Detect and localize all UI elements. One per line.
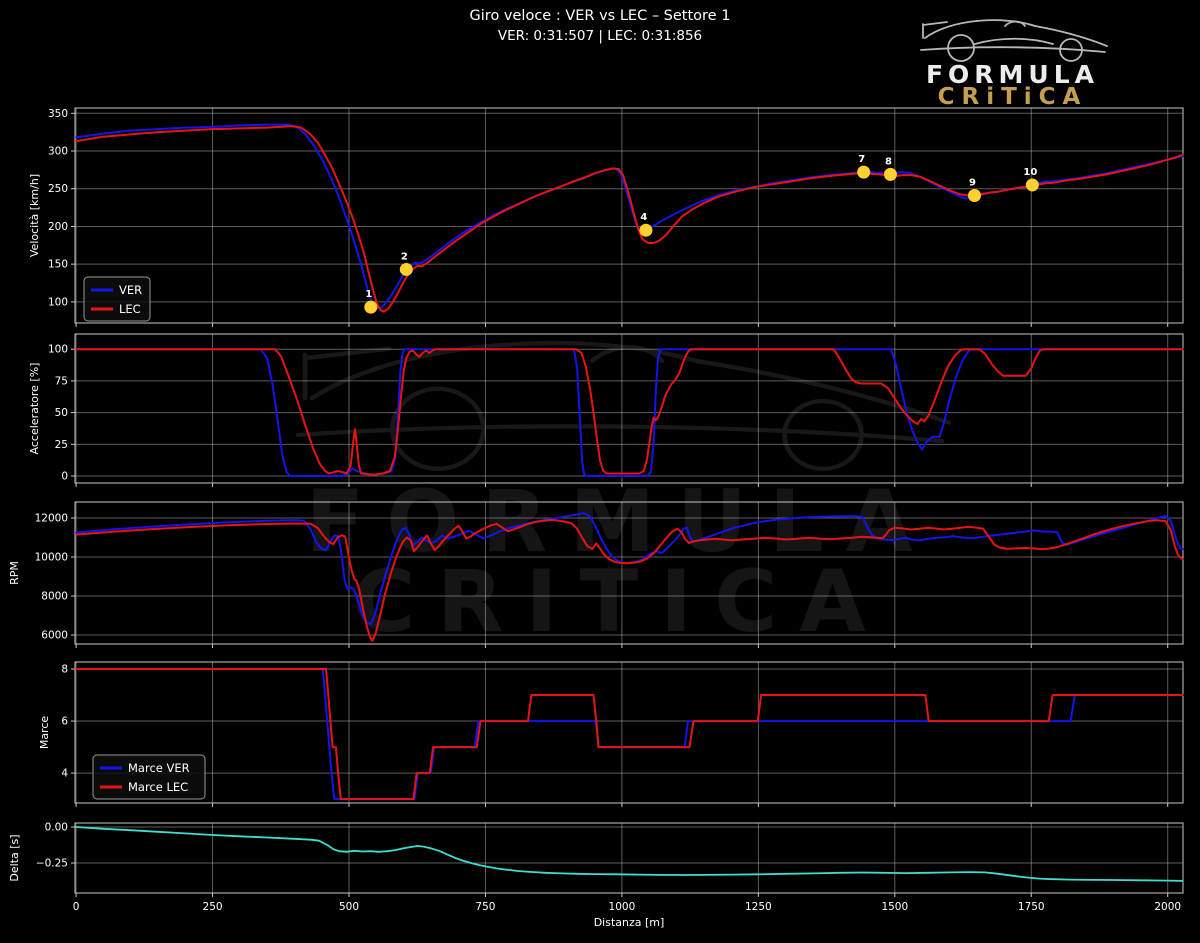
speed-ytick-label: 100 <box>48 296 68 308</box>
corner-marker-label: 9 <box>969 178 976 189</box>
delta-grid <box>75 823 1183 893</box>
corner-marker-label: 2 <box>401 251 408 262</box>
speed-grid <box>75 108 1183 323</box>
speed-ytick-label: 350 <box>48 108 68 120</box>
legend-label: Marce LEC <box>128 780 188 794</box>
legend-label: VER <box>119 283 142 297</box>
corner-marker-label: 1 <box>365 289 372 300</box>
throttle-ytick-label: 100 <box>48 344 68 356</box>
throttle-grid <box>75 334 1183 483</box>
corner-marker-dot <box>364 300 378 314</box>
delta-ytick-label: −0.25 <box>36 858 68 870</box>
x-tick-label: 1500 <box>881 901 908 913</box>
throttle-ytick-label: 25 <box>55 439 68 451</box>
x-tick-label: 500 <box>339 901 359 913</box>
x-tick-label: 1250 <box>745 901 772 913</box>
gears-legend: Marce VER Marce LEC <box>92 754 206 800</box>
speed-line-lec <box>75 125 1184 313</box>
throttle-axes: 0 25 50 75 100 <box>48 344 1169 487</box>
x-tick-label: 0 <box>73 901 80 913</box>
f1-car-icon <box>919 19 1108 62</box>
x-axis: 0 250 500 750 1000 1250 1500 1750 2000 Distanza [… <box>73 901 1181 929</box>
gears-axis-label: Marce <box>38 716 51 750</box>
delta-axes: 0.00 −0.25 <box>36 822 1169 897</box>
gears-ytick-label: 6 <box>61 716 68 728</box>
speed-ytick-label: 150 <box>48 259 68 271</box>
legend-label: LEC <box>119 302 141 316</box>
throttle-line-lec <box>75 348 1184 476</box>
throttle-border <box>74 333 1184 484</box>
corner-marker-label: 8 <box>885 156 892 167</box>
throttle-panel: 0 25 50 75 100 Acceleratore [%] <box>28 333 1184 487</box>
speed-line-ver <box>75 123 1184 309</box>
corner-marker-dot <box>399 262 413 276</box>
corner-markers: 1 2 4 7 8 9 10 <box>364 154 1039 314</box>
x-axis-title: Distanza [m] <box>594 916 665 929</box>
speed-ytick-label: 200 <box>48 221 68 233</box>
corner-marker-label: 7 <box>858 154 865 165</box>
gears-ytick-label: 4 <box>61 768 68 780</box>
rpm-ytick-label: 12000 <box>35 512 68 524</box>
rpm-line-lec <box>75 518 1184 642</box>
corner-marker-label: 4 <box>640 212 647 223</box>
gears-grid <box>75 662 1183 803</box>
rpm-ytick-label: 10000 <box>35 552 68 564</box>
rpm-axis-label: RPM <box>8 561 21 585</box>
corner-marker-label: 10 <box>1023 167 1037 178</box>
lap-times-subtitle: VER: 0:31:507 | LEC: 0:31:856 <box>497 28 703 44</box>
throttle-ytick-label: 0 <box>61 471 68 483</box>
throttle-ytick-label: 75 <box>55 375 68 387</box>
x-tick-label: 1750 <box>1018 901 1045 913</box>
delta-border <box>74 822 1184 894</box>
title-block: Giro veloce : VER vs LEC – Settore 1 VER… <box>0 8 1200 44</box>
throttle-ytick-label: 50 <box>55 407 68 419</box>
x-tick-label: 250 <box>203 901 223 913</box>
x-tick-label: 2000 <box>1154 901 1181 913</box>
rpm-line-ver <box>75 512 1184 626</box>
rpm-grid <box>75 502 1183 644</box>
formula-critica-logo: FORMULA CRiTiCA <box>905 12 1120 110</box>
corner-marker-dot <box>883 167 897 181</box>
speed-axis-label: Velocità [km/h] <box>28 174 41 257</box>
legend-label: Marce VER <box>128 761 190 775</box>
gears-line-lec <box>75 668 1184 801</box>
rpm-ytick-label: 6000 <box>41 630 68 642</box>
gears-axes: 4 6 8 <box>61 664 1169 807</box>
delta-axis-label: Delta [s] <box>8 834 21 881</box>
corner-marker-dot <box>639 223 653 237</box>
gears-line-ver <box>75 668 1184 801</box>
gears-border <box>74 661 1184 804</box>
speed-ytick-label: 250 <box>48 183 68 195</box>
delta-line-delta <box>75 826 1184 882</box>
gears-panel: 4 6 8 Marce Marce VER Marce LEC <box>38 661 1184 807</box>
throttle-axis-label: Acceleratore [%] <box>28 363 41 455</box>
rpm-ytick-label: 8000 <box>41 591 68 603</box>
speed-ytick-label: 300 <box>48 146 68 158</box>
logo-critica-text: CRiTiCA <box>937 84 1088 110</box>
corner-marker-dot <box>967 189 981 203</box>
speed-legend: VER LEC <box>83 276 151 322</box>
page-title: Giro veloce : VER vs LEC – Settore 1 <box>469 8 731 24</box>
x-tick-label: 1000 <box>609 901 636 913</box>
delta-ytick-label: 0.00 <box>45 822 68 834</box>
rpm-panel: 6000 8000 10000 12000 RPM <box>8 501 1184 648</box>
x-tick-label: 750 <box>475 901 495 913</box>
speed-axes: 100 150 200 250 300 350 <box>48 108 1169 327</box>
delta-panel: 0.00 −0.25 Delta [s] <box>8 822 1184 897</box>
corner-marker-dot <box>857 165 871 179</box>
rpm-axes: 6000 8000 10000 12000 <box>35 512 1169 648</box>
rpm-border <box>74 501 1184 645</box>
logo-formula-text: FORMULA <box>925 60 1100 89</box>
corner-marker-dot <box>1025 178 1039 192</box>
speed-border <box>74 107 1184 324</box>
gears-ytick-label: 8 <box>61 664 68 676</box>
